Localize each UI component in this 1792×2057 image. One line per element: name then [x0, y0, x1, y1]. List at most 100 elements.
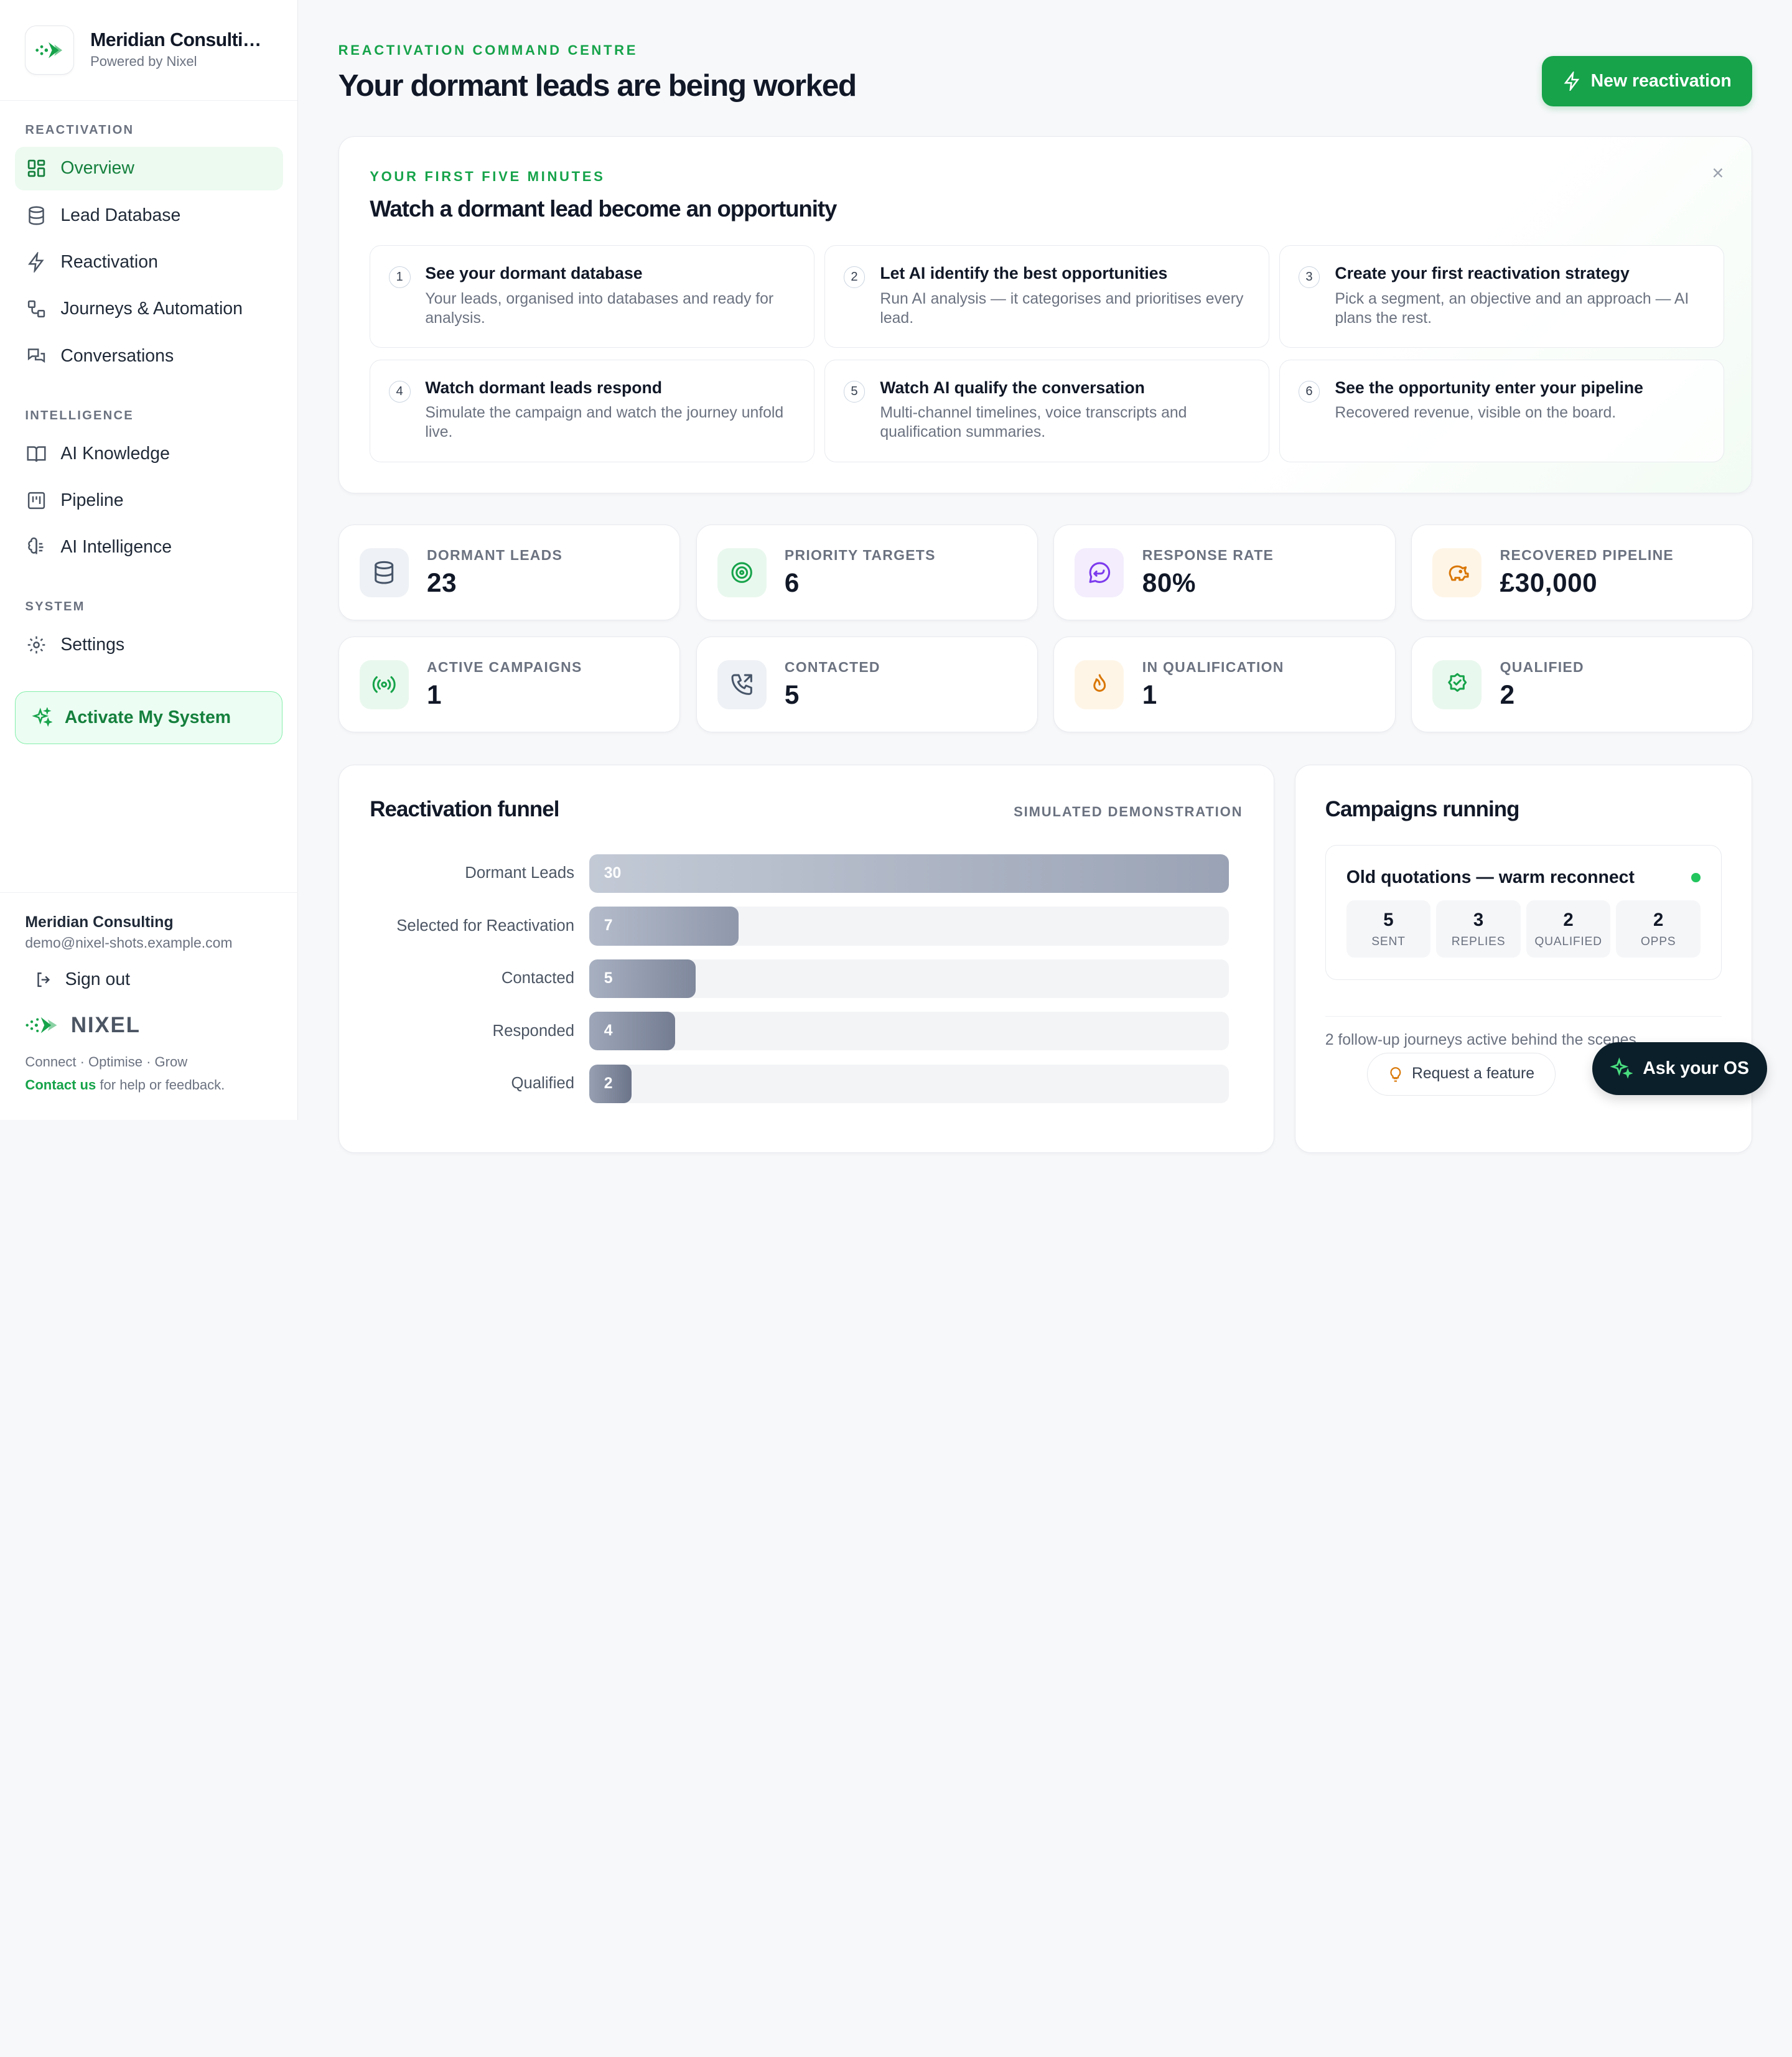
stat-card[interactable]: ACTIVE CAMPAIGNS 1	[338, 637, 680, 733]
stat-value: 2	[1500, 680, 1515, 710]
campaigns-panel: Campaigns running Old quotations — warm …	[1294, 764, 1752, 1154]
funnel-track: 7	[589, 907, 1230, 946]
brand-subtitle: Powered by Nixel	[90, 54, 197, 70]
sidebar-item-label: Overview	[60, 158, 134, 179]
stat-card[interactable]: DORMANT LEADS 23	[338, 525, 680, 621]
onboarding-step[interactable]: 2 Let AI identify the best opportunities R…	[824, 245, 1269, 348]
step-description: Your leads, organised into databases and…	[425, 290, 774, 327]
funnel-bar: 2	[589, 1064, 632, 1103]
stat-label: PRIORITY TARGETS	[784, 547, 936, 563]
stat-value: 5	[784, 680, 800, 710]
close-icon[interactable]: ×	[1712, 161, 1724, 185]
stat-card[interactable]: PRIORITY TARGETS 6	[696, 525, 1038, 621]
funnel-bar-value: 30	[604, 864, 622, 882]
funnel-row: Responded 4	[370, 1005, 1243, 1057]
step-number: 2	[843, 266, 866, 288]
sidebar-footer: Meridian Consulting demo@nixel-shots.exa…	[0, 892, 299, 1113]
funnel-row-label: Selected for Reactivation	[396, 917, 574, 935]
request-feature-button[interactable]: Request a feature	[1366, 1052, 1556, 1096]
stat-icon-wrap	[717, 548, 767, 597]
broadcast-icon	[372, 676, 396, 693]
funnel-bar: 7	[589, 907, 739, 946]
stat-label: DORMANT LEADS	[427, 547, 563, 563]
kanban-icon	[28, 492, 45, 509]
tagline: Connect · Optimise · Grow	[25, 1053, 188, 1070]
onboarding-step[interactable]: 1 See your dormant database Your leads, or…	[370, 245, 814, 348]
funnel-track: 30	[589, 854, 1230, 893]
stat-card[interactable]: RESPONSE RATE 80%	[1053, 525, 1396, 621]
brand-header[interactable]: Meridian Consultin… Powered by Nixel	[0, 0, 298, 101]
step-title: Watch dormant leads respond	[425, 378, 663, 398]
check-badge-icon	[1447, 673, 1467, 692]
funnel-row-label: Contacted	[501, 969, 574, 987]
activate-system-button[interactable]: Activate My System	[14, 691, 282, 744]
brand-name: Meridian Consultin…	[90, 30, 268, 51]
stat-card[interactable]: RECOVERED PIPELINE £30,000	[1411, 525, 1753, 621]
book-icon	[27, 445, 46, 462]
sidebar-item-settings[interactable]: Settings	[15, 623, 283, 667]
campaign-stat: 2 OPPS	[1616, 900, 1701, 958]
campaign-stat-label: REPLIES	[1451, 935, 1506, 949]
stat-label: ACTIVE CAMPAIGNS	[427, 658, 582, 675]
stat-card[interactable]: CONTACTED 5	[696, 637, 1038, 733]
funnel-row: Dormant Leads 30	[370, 847, 1243, 900]
sign-out-label: Sign out	[65, 969, 131, 990]
contact-rest: for help or feedback.	[96, 1076, 225, 1093]
funnel-row: Qualified 2	[370, 1058, 1243, 1110]
sidebar-item-overview[interactable]: Overview	[14, 147, 283, 190]
new-reactivation-button[interactable]: New reactivation	[1541, 55, 1752, 106]
campaign-stat-label: OPPS	[1640, 935, 1676, 949]
request-feature-label: Request a feature	[1411, 1065, 1534, 1083]
step-number: 3	[1298, 266, 1320, 288]
sparkles-icon	[31, 707, 52, 727]
sidebar-item-journeys[interactable]: Journeys & Automation	[15, 287, 283, 331]
funnel-bar-value: 5	[604, 969, 613, 987]
nixel-logo-text: NIXEL	[70, 1013, 141, 1038]
piggy-bank-icon	[1449, 565, 1469, 581]
sidebar-item-pipeline[interactable]: Pipeline	[15, 478, 283, 522]
message-reply-icon	[1089, 562, 1110, 583]
nixel-mark-icon	[26, 1017, 57, 1033]
brand-logo-icon	[25, 25, 75, 75]
sidebar-item-ai-intelligence[interactable]: AI Intelligence	[15, 526, 283, 569]
sidebar-item-lead-database[interactable]: Lead Database	[15, 194, 283, 237]
step-description: Multi-channel timelines, voice transcrip…	[880, 404, 1187, 441]
funnel-rows: Dormant Leads 30 Selected for Reactivation…	[370, 847, 1243, 1110]
stat-label: IN QUALIFICATION	[1142, 658, 1284, 675]
stat-card[interactable]: IN QUALIFICATION 1	[1053, 637, 1396, 733]
campaign-stat-label: SENT	[1371, 935, 1406, 949]
sidebar-item-label: Journeys & Automation	[60, 299, 243, 319]
nav-section-intelligence: INTELLIGENCE	[25, 408, 134, 422]
funnel-bar-value: 4	[604, 1022, 613, 1040]
contact-us-link[interactable]: Contact us	[25, 1076, 96, 1093]
sidebar: Meridian Consultin… Powered by Nixel REA…	[0, 0, 299, 1120]
funnel-bar: 30	[589, 854, 1230, 893]
stat-card[interactable]: QUALIFIED 2	[1411, 637, 1753, 733]
ask-your-os-button[interactable]: Ask your OS	[1592, 1042, 1767, 1095]
sidebar-item-ai-knowledge[interactable]: AI Knowledge	[15, 432, 283, 475]
sidebar-item-label: Conversations	[60, 345, 174, 366]
stat-value: 23	[427, 568, 457, 598]
funnel-row-label: Dormant Leads	[465, 864, 574, 882]
onboarding-step[interactable]: 6 See the opportunity enter your pipeline…	[1279, 359, 1724, 463]
onboarding-eyebrow: YOUR FIRST FIVE MINUTES	[370, 168, 605, 184]
campaign-card[interactable]: Old quotations — warm reconnect 5 SENT 3 R…	[1325, 844, 1722, 980]
activate-system-label: Activate My System	[64, 707, 231, 727]
sidebar-item-conversations[interactable]: Conversations	[15, 334, 283, 378]
onboarding-step[interactable]: 3 Create your first reactivation strategy…	[1279, 245, 1724, 348]
database-icon	[375, 561, 394, 584]
flame-icon	[1093, 674, 1106, 692]
stat-icon-wrap	[1075, 660, 1124, 709]
account-name: Meridian Consulting	[25, 913, 174, 931]
onboarding-step[interactable]: 4 Watch dormant leads respond Simulate the…	[370, 359, 814, 463]
campaign-stat-value: 2	[1653, 909, 1664, 930]
funnel-row-label: Qualified	[511, 1075, 574, 1093]
step-title: Watch AI qualify the conversation	[880, 378, 1145, 398]
sidebar-item-reactivation[interactable]: Reactivation	[15, 241, 283, 284]
stat-label: CONTACTED	[784, 658, 880, 675]
stat-value: £30,000	[1500, 568, 1598, 598]
new-reactivation-label: New reactivation	[1590, 70, 1732, 91]
sign-out-button[interactable]: Sign out	[34, 969, 273, 990]
funnel-bar-value: 2	[604, 1075, 613, 1092]
onboarding-step[interactable]: 5 Watch AI qualify the conversation Multi-…	[824, 359, 1269, 463]
